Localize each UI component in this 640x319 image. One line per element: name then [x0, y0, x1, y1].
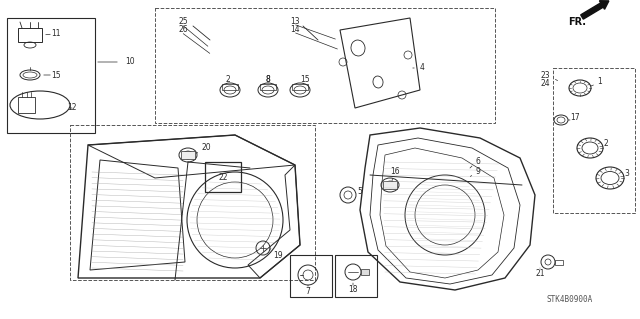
Text: 21: 21: [535, 270, 545, 278]
Bar: [70, 125, 315, 280]
Text: 14: 14: [290, 26, 300, 34]
Text: 2: 2: [604, 138, 609, 147]
Bar: [553, 68, 635, 213]
Text: 6: 6: [476, 158, 481, 167]
Text: 3: 3: [625, 168, 629, 177]
Bar: [555, 260, 563, 265]
Text: 17: 17: [570, 114, 580, 122]
Text: 4: 4: [420, 63, 424, 72]
Bar: [181, 151, 195, 159]
Text: 9: 9: [476, 167, 481, 176]
Text: FR.: FR.: [568, 17, 586, 27]
FancyArrow shape: [580, 1, 609, 19]
Bar: [222, 84, 238, 90]
Text: 18: 18: [348, 286, 358, 294]
Bar: [292, 84, 308, 90]
Text: 8: 8: [266, 75, 270, 84]
Bar: [335, 255, 377, 297]
Text: 16: 16: [390, 167, 400, 176]
Text: 25: 25: [178, 18, 188, 26]
Text: 10: 10: [125, 57, 135, 66]
Text: 11: 11: [51, 29, 61, 39]
Bar: [205, 162, 241, 192]
Text: 20: 20: [201, 144, 211, 152]
Text: 22: 22: [218, 173, 228, 182]
Text: 23: 23: [540, 70, 550, 79]
Text: STK4B0900A: STK4B0900A: [547, 295, 593, 305]
Text: 15: 15: [300, 75, 310, 84]
Bar: [7, 18, 95, 133]
Bar: [155, 8, 495, 123]
Text: 1: 1: [598, 78, 602, 86]
Text: 8: 8: [266, 76, 270, 85]
Text: 2: 2: [226, 75, 230, 84]
Text: 13: 13: [290, 18, 300, 26]
Text: 15: 15: [51, 70, 61, 79]
Bar: [260, 84, 276, 90]
Text: 7: 7: [305, 286, 310, 295]
Bar: [383, 181, 397, 189]
Text: 12: 12: [67, 103, 77, 113]
Text: 24: 24: [540, 78, 550, 87]
Text: 26: 26: [178, 26, 188, 34]
Bar: [290, 255, 332, 297]
Text: 19: 19: [273, 250, 283, 259]
Bar: [361, 269, 369, 275]
Text: 5: 5: [358, 188, 362, 197]
